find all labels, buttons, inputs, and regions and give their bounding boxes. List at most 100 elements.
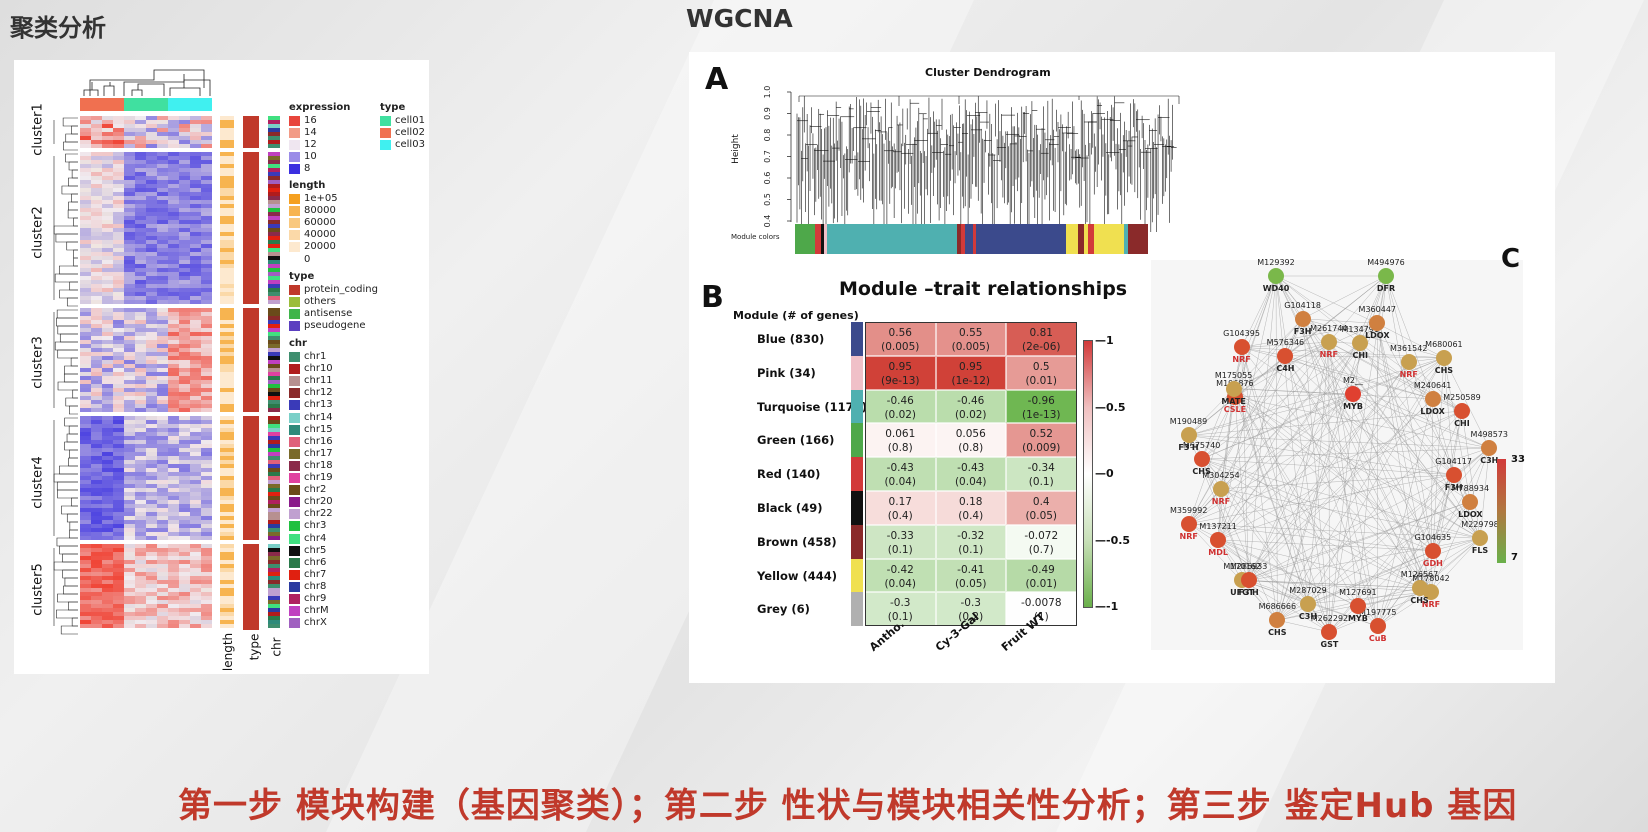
heatmap-cell	[91, 456, 102, 460]
p-value: (0.02)	[884, 408, 917, 421]
heatmap-cell	[190, 300, 201, 304]
module-color-swatch	[851, 558, 863, 593]
heatmap-cell	[168, 348, 179, 352]
heatmap-cell	[201, 344, 212, 348]
heatmap-cell	[201, 376, 212, 380]
gene-function-label: LDOX	[1365, 331, 1390, 341]
heatmap-cell	[135, 564, 146, 568]
heatmap-cell	[179, 280, 190, 284]
length-annotation	[220, 604, 234, 608]
heatmap-cell	[157, 308, 168, 312]
heatmap-cell	[91, 116, 102, 120]
chr-annotation	[268, 220, 280, 224]
heatmap-cell	[190, 604, 201, 608]
correlation-value: 0.95	[959, 360, 983, 373]
correlation-cell: -0.46 (0.02)	[935, 389, 1006, 424]
heatmap-cell	[91, 492, 102, 496]
heatmap-cell	[102, 240, 113, 244]
heatmap-cell	[201, 124, 212, 128]
heatmap-cell	[179, 268, 190, 272]
length-annotation	[220, 584, 234, 588]
heatmap-cell	[157, 284, 168, 288]
heatmap-cell	[157, 356, 168, 360]
heatmap-cell	[201, 220, 212, 224]
length-annotation	[220, 424, 234, 428]
chr-legend-item: chr2	[304, 484, 327, 496]
heatmap-cell	[102, 156, 113, 160]
heatmap-cell	[190, 576, 201, 580]
heatmap-cell	[135, 560, 146, 564]
heatmap-cell	[157, 568, 168, 572]
heatmap-cell	[157, 336, 168, 340]
heatmap-cell	[80, 484, 91, 488]
heatmap-cell	[179, 588, 190, 592]
heatmap-cell	[102, 580, 113, 584]
heatmap-cell	[91, 516, 102, 520]
heatmap-cell	[179, 400, 190, 404]
heatmap-cell	[168, 244, 179, 248]
heatmap-cell	[179, 572, 190, 576]
heatmap-cell	[113, 392, 124, 396]
heatmap-cell	[91, 432, 102, 436]
heatmap-cell	[124, 536, 135, 540]
length-annotation	[220, 368, 234, 372]
heatmap-cell	[168, 584, 179, 588]
heatmap-cell	[102, 268, 113, 272]
heatmap-cell	[168, 620, 179, 624]
heatmap-cell	[135, 232, 146, 236]
heatmap-cell	[135, 332, 146, 336]
heatmap-cell	[146, 388, 157, 392]
heatmap-cell	[146, 344, 157, 348]
scale-tick: —0.5	[1095, 400, 1126, 414]
heatmap-cell	[135, 236, 146, 240]
heatmap-cell	[157, 168, 168, 172]
heatmap-cell	[168, 152, 179, 156]
heatmap-cell	[201, 524, 212, 528]
heatmap-cell	[201, 568, 212, 572]
heatmap-cell	[135, 496, 146, 500]
heatmap-cell	[102, 316, 113, 320]
heatmap-cell	[124, 180, 135, 184]
heatmap-cell	[102, 176, 113, 180]
heatmap-cell	[146, 396, 157, 400]
heatmap-cell	[157, 624, 168, 628]
heatmap-cell	[113, 344, 124, 348]
heatmap-cell	[179, 288, 190, 292]
length-annotation	[220, 392, 234, 396]
heatmap-cell	[80, 392, 91, 396]
heatmap-cell	[124, 528, 135, 532]
correlation-value: -0.3	[890, 597, 911, 610]
heatmap-cell	[91, 188, 102, 192]
module-color-segment	[795, 224, 815, 254]
heatmap-cell	[146, 120, 157, 124]
heatmap-cell	[91, 444, 102, 448]
heatmap-cell	[168, 160, 179, 164]
heatmap-cell	[201, 512, 212, 516]
heatmap-cell	[146, 556, 157, 560]
chr-swatch	[289, 364, 300, 375]
heatmap-cell	[135, 220, 146, 224]
heatmap-cell	[157, 240, 168, 244]
length-annotation	[220, 396, 234, 400]
heatmap-cell	[113, 164, 124, 168]
p-value: (0.05)	[954, 577, 987, 590]
gene-function-label: NRF	[1232, 355, 1251, 365]
heatmap-cell	[91, 292, 102, 296]
gene-node	[1180, 515, 1197, 532]
heatmap-cell	[201, 392, 212, 396]
heatmap-cell	[168, 496, 179, 500]
heatmap-cell	[124, 508, 135, 512]
heatmap-cell	[91, 468, 102, 472]
heatmap-cell	[135, 348, 146, 352]
heatmap-cell	[124, 192, 135, 196]
heatmap-cell	[124, 620, 135, 624]
heatmap-cell	[201, 164, 212, 168]
heatmap-cell	[190, 552, 201, 556]
heatmap-cell	[102, 128, 113, 132]
heatmap-cell	[157, 208, 168, 212]
heatmap-cell	[91, 556, 102, 560]
heatmap-cell	[157, 480, 168, 484]
heatmap-cell	[113, 276, 124, 280]
heatmap-cell	[102, 528, 113, 532]
heatmap-cell	[102, 140, 113, 144]
